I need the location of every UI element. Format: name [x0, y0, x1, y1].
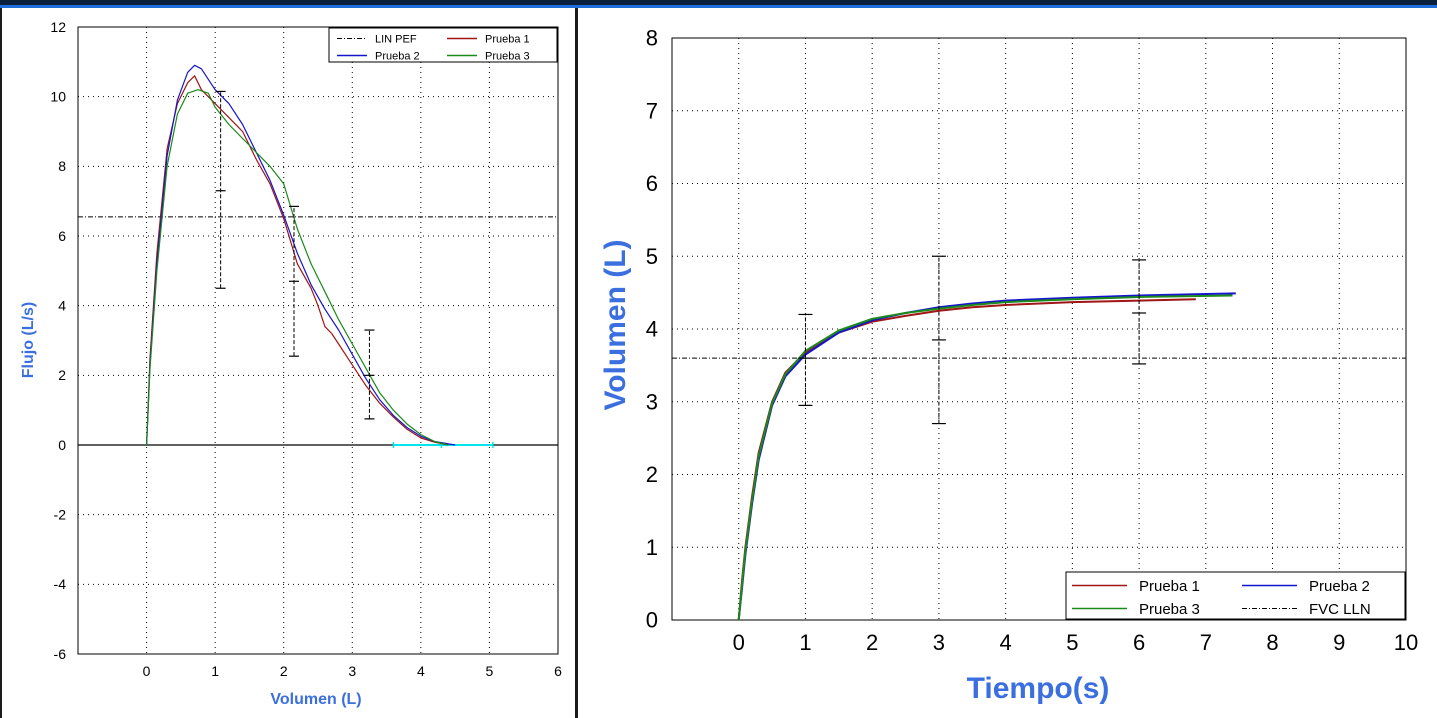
legend-label: Prueba 1 — [485, 33, 530, 45]
x-tick-label: 3 — [348, 663, 356, 679]
y-tick-label: -6 — [54, 646, 67, 662]
y-tick-labels: 0 1 2 3 4 5 6 7 8 — [646, 26, 658, 633]
series-prueba-1 — [146, 75, 449, 446]
y-tick-label: 3 — [646, 389, 658, 414]
y-tick-label: 4 — [58, 298, 66, 314]
legend-label: Prueba 2 — [1309, 578, 1370, 595]
legend-label: Prueba 2 — [375, 50, 420, 62]
x-tick-label: 7 — [1200, 630, 1212, 655]
y-tick-label: 1 — [646, 535, 658, 560]
y-tick-label: 10 — [50, 89, 66, 105]
y-tick-label: 6 — [646, 171, 658, 196]
y-tick-label: 2 — [58, 367, 66, 383]
title-bar-accent — [0, 5, 1437, 8]
error-bars — [215, 90, 375, 420]
y-tick-label: 4 — [646, 317, 658, 342]
error-bars — [798, 255, 1147, 425]
y-tick-label: 7 — [646, 98, 658, 123]
legend-label: Prueba 3 — [1139, 601, 1200, 618]
legend-label: LIN PEF — [375, 33, 417, 45]
grid-lines — [672, 38, 1406, 620]
x-tick-label: 2 — [866, 630, 878, 655]
legend-label: Prueba 3 — [485, 50, 530, 62]
y-tick-label: 8 — [58, 158, 66, 174]
y-axis-title: Flujo (L/s) — [20, 302, 37, 378]
legend-box — [328, 27, 558, 63]
x-tick-label: 9 — [1333, 630, 1345, 655]
series-prueba-3 — [146, 89, 449, 446]
legend: Prueba 1 Prueba 2 Prueba 3 FVC LLN — [1065, 571, 1406, 620]
x-axis-title: Tiempo(s) — [967, 672, 1110, 705]
left-border — [0, 8, 2, 718]
x-tick-label: 4 — [417, 663, 425, 679]
y-tick-label: -4 — [54, 576, 67, 592]
x-tick-label: 0 — [733, 630, 745, 655]
y-axis-title: Volumen (L) — [599, 239, 632, 410]
series-group — [737, 292, 1236, 621]
x-tick-label: 10 — [1394, 630, 1418, 655]
y-tick-label: 8 — [646, 26, 658, 51]
x-tick-label: 1 — [799, 630, 811, 655]
x-tick-label: 2 — [280, 663, 288, 679]
title-bar — [0, 0, 1437, 8]
y-tick-label: 6 — [58, 228, 66, 244]
x-tick-label: 0 — [143, 663, 151, 679]
legend-label: Prueba 1 — [1139, 578, 1200, 595]
x-tick-label: 5 — [1066, 630, 1078, 655]
x-tick-label: 3 — [933, 630, 945, 655]
x-tick-labels: 0 1 2 3 4 5 6 7 8 9 10 — [733, 630, 1419, 655]
y-tick-label: 12 — [50, 19, 66, 35]
x-tick-label: 4 — [1000, 630, 1012, 655]
y-tick-label: 0 — [646, 608, 658, 633]
x-tick-label: 8 — [1266, 630, 1278, 655]
y-tick-label: -2 — [54, 507, 67, 523]
plot-area — [77, 26, 559, 655]
x-tick-label: 6 — [1133, 630, 1145, 655]
x-tick-label: 5 — [486, 663, 494, 679]
legend: LIN PEF Prueba 1 Prueba 2 Prueba 3 — [328, 27, 558, 63]
series-prueba-2 — [146, 64, 456, 446]
series-group — [146, 64, 456, 446]
y-tick-label: 0 — [58, 437, 66, 453]
panel-divider — [575, 8, 578, 718]
y-tick-label: 5 — [646, 244, 658, 269]
plot-area — [671, 37, 1407, 621]
y-tick-labels: -6 -4 -2 0 2 4 6 8 10 12 — [50, 19, 66, 662]
legend-box — [1065, 571, 1406, 620]
series-prueba-3 — [737, 294, 1233, 621]
x-tick-labels: 0 1 2 3 4 5 6 — [143, 663, 562, 679]
x-axis-title: Volumen (L) — [270, 691, 361, 708]
legend-label: FVC LLN — [1309, 601, 1371, 618]
x-tick-label: 6 — [554, 663, 562, 679]
x-tick-label: 1 — [211, 663, 219, 679]
y-tick-label: 2 — [646, 462, 658, 487]
